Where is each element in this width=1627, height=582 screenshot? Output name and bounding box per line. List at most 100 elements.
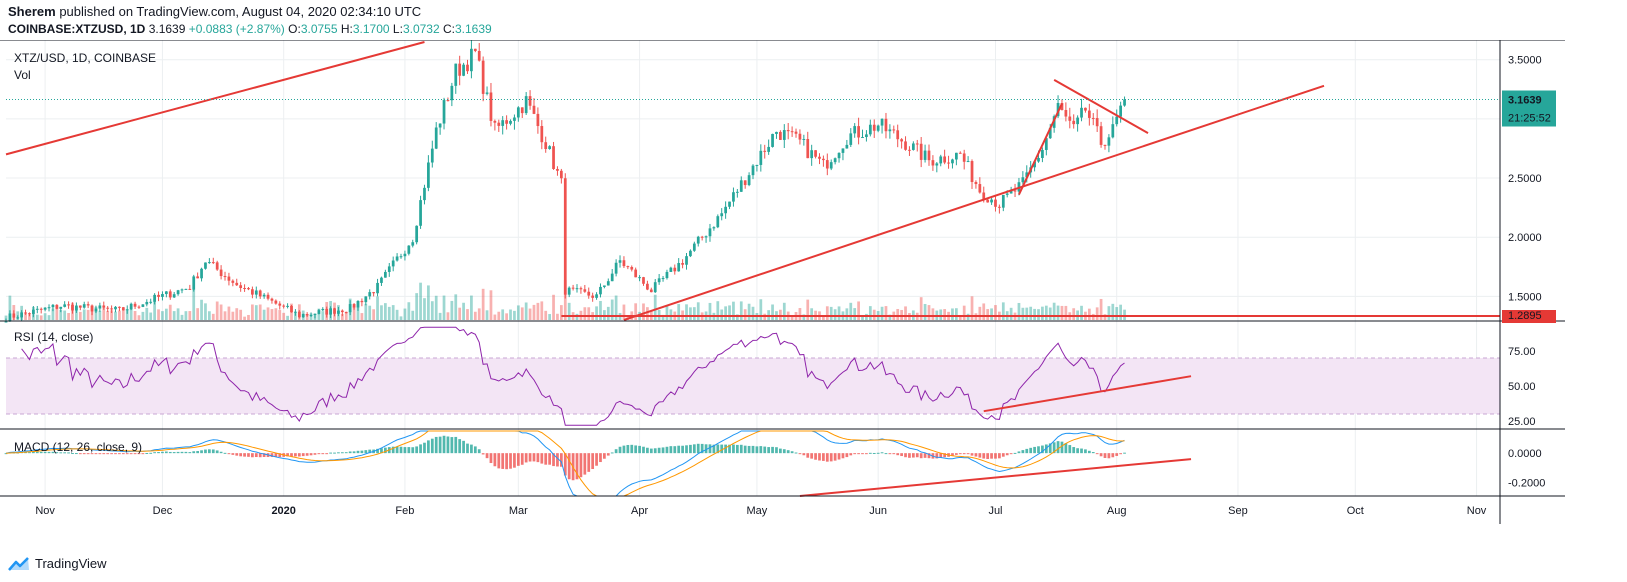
price-pane[interactable]: XTZ/USD, 1D, COINBASE Vol	[4, 40, 1500, 323]
volume-bar	[278, 310, 282, 320]
candle	[231, 280, 235, 283]
volume-bar	[67, 313, 70, 320]
volume-bar	[923, 303, 927, 320]
volume-bar	[1111, 303, 1115, 320]
volume-bar	[188, 311, 192, 320]
volume-bar	[1080, 305, 1083, 320]
rsi-label: RSI (14, close)	[14, 330, 93, 344]
candle	[184, 288, 188, 290]
volume-bar	[161, 311, 164, 320]
candle	[900, 139, 903, 142]
macd-hist-bar	[1041, 445, 1044, 454]
candle	[794, 131, 798, 134]
candle	[243, 288, 246, 290]
volume-bar	[685, 304, 688, 320]
macd-hist-bar	[434, 436, 438, 454]
candle	[200, 268, 203, 279]
author-name[interactable]: Sherem	[8, 4, 56, 19]
volume-bar	[423, 298, 426, 320]
candle	[20, 312, 24, 318]
candle	[466, 64, 469, 72]
macd-hist-bar	[200, 450, 203, 454]
candle	[110, 308, 113, 310]
candle	[75, 305, 78, 311]
volume-bar	[274, 308, 278, 320]
rsi-pane[interactable]: RSI (14, close)	[6, 326, 1500, 426]
macd-hist-bar	[98, 453, 102, 455]
volume-bar	[653, 294, 657, 320]
volume-bar	[759, 299, 763, 320]
candle	[1060, 102, 1064, 110]
chart-canvas[interactable]: XTZ/USD, 1D, COINBASE Vol RSI (14, close…	[0, 40, 1627, 545]
candle	[622, 260, 626, 267]
macd-hist-bar	[192, 451, 196, 454]
candle	[837, 152, 841, 159]
candle	[763, 150, 767, 152]
candle	[51, 304, 55, 308]
candle	[489, 92, 493, 121]
volume-bar	[391, 305, 395, 320]
macd-hist-bar	[184, 451, 188, 454]
volume-bar	[172, 311, 176, 320]
volume-bar	[8, 295, 12, 320]
volume-bar	[407, 302, 411, 320]
candle	[1119, 105, 1123, 117]
volume-bar	[458, 307, 462, 320]
macd-hist-bar	[251, 453, 254, 458]
macd-hist-bar	[309, 453, 313, 456]
macd-hist-bar	[649, 448, 653, 454]
volume-bar	[1107, 306, 1111, 320]
candle	[239, 285, 243, 289]
volume-bar	[121, 309, 125, 320]
brand-name[interactable]: TradingView	[35, 556, 107, 571]
candle	[978, 184, 982, 193]
volume-bar	[501, 309, 505, 320]
volume-bar	[286, 315, 289, 320]
candle	[603, 285, 606, 287]
price-axis[interactable]: 1.50002.00002.50003.00003.500025.0050.00…	[1502, 55, 1556, 490]
volume-bar	[587, 307, 591, 320]
macd-pane[interactable]: MACD (12, 26, close, 9)	[4, 430, 1192, 497]
macd-hist-bar	[188, 452, 192, 454]
macd-hist-bar	[114, 453, 117, 455]
candle	[204, 262, 207, 269]
candle	[509, 120, 512, 124]
time-axis[interactable]: Nov Dec 2020 Feb Mar Apr May Jun Jul Aug Sep Oct Nov	[35, 505, 1486, 517]
macd-hist-bar	[63, 452, 67, 454]
tradingview-logo-icon[interactable]	[8, 556, 30, 571]
volume-bar	[47, 315, 51, 320]
macd-hist-bar	[1025, 448, 1029, 454]
signal-series	[5, 430, 1125, 497]
macd-hist-bar	[297, 453, 301, 457]
volume-bar	[485, 310, 489, 320]
macd-hist-bar	[974, 453, 978, 457]
pane-dividers[interactable]	[0, 40, 1565, 524]
candle	[673, 267, 677, 272]
macd-hist-bar	[270, 453, 274, 458]
candle	[747, 175, 751, 186]
macd-hist-bar	[55, 452, 59, 454]
candle	[825, 160, 829, 169]
time-tick-label: 2020	[271, 505, 295, 517]
candle	[403, 253, 407, 257]
volume-bar	[98, 310, 102, 320]
candle	[1044, 138, 1048, 150]
candle	[176, 290, 180, 295]
candle	[536, 113, 540, 127]
candle	[833, 158, 837, 163]
macd-hist-bar	[438, 436, 442, 454]
candle	[767, 146, 771, 152]
macd-hist-bar	[677, 445, 681, 454]
macd-hist-bar	[403, 447, 407, 454]
candle	[321, 308, 325, 311]
macd-trendline[interactable]	[799, 458, 1192, 497]
macd-hist-bar	[391, 446, 395, 454]
macd-hist-bar	[642, 446, 645, 454]
candle	[1005, 193, 1009, 195]
time-tick-label: Apr	[631, 505, 648, 517]
volume-bar	[141, 311, 145, 320]
rsi-trendline[interactable]	[983, 375, 1192, 413]
candle	[896, 130, 900, 140]
volume-bar	[1099, 298, 1103, 320]
price-trendlines[interactable]	[5, 41, 1500, 321]
